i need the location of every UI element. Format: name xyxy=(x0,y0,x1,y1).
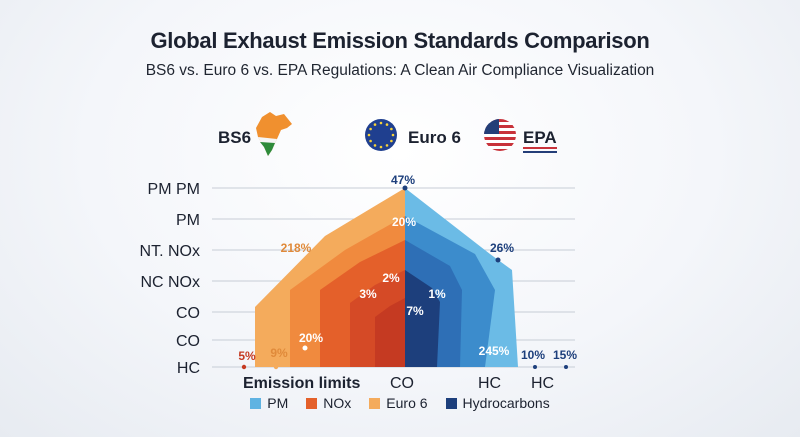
data-label: 7% xyxy=(406,304,424,318)
data-label: 5% xyxy=(238,349,256,363)
data-label: 245% xyxy=(479,344,510,358)
data-label: 9% xyxy=(270,346,288,360)
y-axis-label: HC xyxy=(177,360,200,377)
data-label: 15% xyxy=(553,348,577,362)
area-hydrocarbons xyxy=(405,270,440,367)
legend-label-euro6: Euro 6 xyxy=(386,395,428,411)
legend-item-hydrocarbons: Hydrocarbons xyxy=(445,395,550,411)
eu-flag-icon xyxy=(365,119,397,151)
y-axis-labels: PM PM PM NT. NOx NC NOx CO CO HC xyxy=(140,181,200,377)
legend: PM NOx Euro 6 Hydrocarbons xyxy=(0,395,800,411)
data-label: 26% xyxy=(490,241,514,255)
data-label: 3% xyxy=(359,287,377,301)
area-nox-core xyxy=(375,298,405,367)
epa-marker xyxy=(495,257,501,263)
data-label: 218% xyxy=(281,241,312,255)
bottom-markers xyxy=(241,364,568,370)
data-label: 47% xyxy=(391,173,415,187)
legend-swatch-pm xyxy=(250,397,262,409)
legend-swatch-euro6 xyxy=(369,397,381,409)
standard-euro6-label: Euro 6 xyxy=(408,128,461,147)
x-label-hc-2: HC xyxy=(531,375,554,392)
chart-title: Global Exhaust Emission Standards Compar… xyxy=(150,28,650,53)
standard-epa-label: EPA xyxy=(523,128,557,147)
chart-subtitle: BS6 vs. Euro 6 vs. EPA Regulations: A Cl… xyxy=(145,62,655,79)
india-map-icon xyxy=(256,112,292,156)
legend-label-pm: PM xyxy=(267,395,289,411)
data-labels: 47% 20% 218% 26% 2% 3% 1% 7% 20% 245% 5% 9% 10% 15% xyxy=(238,173,577,363)
y-axis-label: PM xyxy=(176,212,200,229)
epa-stripes xyxy=(523,147,557,153)
peak-marker xyxy=(402,185,408,191)
y-axis-label: PM PM xyxy=(148,181,200,198)
data-label: 1% xyxy=(428,287,446,301)
x-label-hc-1: HC xyxy=(478,375,501,392)
data-label: 20% xyxy=(299,331,323,345)
euro6-marker xyxy=(302,345,308,351)
legend-item-euro6: Euro 6 xyxy=(369,395,428,411)
legend-item-pm: PM xyxy=(250,395,288,411)
standard-bs6-label: BS6 xyxy=(218,128,252,147)
x-label-emission-limits: Emission limits xyxy=(243,375,360,392)
us-flag-icon xyxy=(484,119,516,151)
data-label: 2% xyxy=(382,271,400,285)
y-axis-label: NC NOx xyxy=(140,274,200,291)
y-axis-label: NT. NOx xyxy=(140,243,200,260)
y-axis-label: CO xyxy=(176,333,200,350)
data-label: 20% xyxy=(392,215,416,229)
x-label-co: CO xyxy=(390,375,414,392)
legend-label-nox: NOx xyxy=(323,395,352,411)
left-area-series xyxy=(255,188,405,367)
legend-swatch-nox xyxy=(306,397,318,409)
y-axis-label: CO xyxy=(176,305,200,322)
legend-swatch-hydrocarbons xyxy=(445,397,457,409)
right-area-series xyxy=(405,188,518,367)
data-label: 10% xyxy=(521,348,545,362)
legend-item-nox: NOx xyxy=(306,395,351,411)
legend-label-hydrocarbons: Hydrocarbons xyxy=(462,395,550,411)
